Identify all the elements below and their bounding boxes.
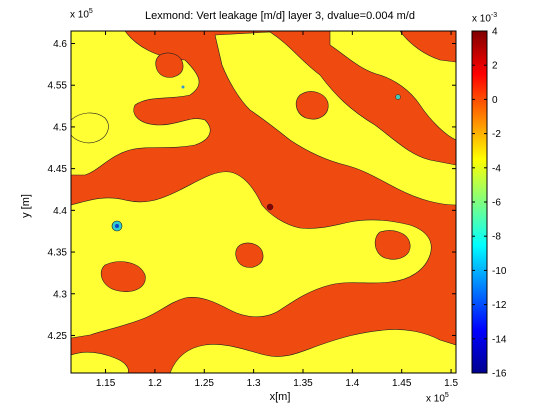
- y-tick-label: 4.55: [48, 81, 68, 92]
- colorbar-exponent: x 10-3: [472, 12, 498, 25]
- high-value-spot-center: [266, 203, 274, 211]
- colorbar-tick-label: -8: [492, 232, 501, 243]
- low-value-spot-north: [181, 85, 185, 89]
- colorbar-tick-label: -4: [492, 163, 501, 174]
- yellow-region-northeast: [214, 31, 456, 206]
- colorbar-ticks: 4 2 0 -2 -4 -6 -8 -10 -12 -14 -16: [472, 27, 507, 380]
- y-tick-label: 4.5: [53, 122, 67, 133]
- x-tick-label: 1.15: [96, 378, 116, 389]
- orange-island-4: [235, 242, 264, 268]
- x-axis-ticks: 1.15 1.2 1.25 1.3 1.35 1.4 1.45 1.5: [96, 31, 458, 389]
- x-tick-label: 1.35: [293, 378, 313, 389]
- colorbar-tick-label: -10: [492, 266, 507, 277]
- y-tick-label: 4.25: [48, 331, 68, 342]
- colorbar-tick-label: 2: [492, 61, 498, 72]
- colorbar-tick-label: -12: [492, 300, 507, 311]
- y-tick-label: 4.4: [53, 206, 67, 217]
- x-tick-label: 1.45: [392, 378, 412, 389]
- colorbar-tick-label: 4: [492, 27, 498, 38]
- x-axis-label: x[m]: [269, 391, 291, 403]
- yellow-region-south: [169, 329, 456, 373]
- orange-island-2: [100, 261, 146, 292]
- y-axis-ticks: 4.25 4.3 4.35 4.4 4.45 4.5 4.55 4.6: [48, 39, 456, 342]
- x-tick-label: 1.3: [247, 378, 261, 389]
- yellow-region-southwest: [71, 351, 129, 373]
- low-value-core-west: [115, 224, 119, 228]
- y-tick-label: 4.45: [48, 164, 68, 175]
- plot-frame: [70, 30, 457, 374]
- y-tick-label: 4.3: [53, 289, 67, 300]
- low-value-spot-northeast: [395, 94, 401, 100]
- x-tick-label: 1.2: [148, 378, 162, 389]
- y-tick-label: 4.6: [53, 39, 67, 50]
- orange-island-1: [295, 91, 329, 120]
- x-axis-exponent: x 105: [426, 392, 449, 405]
- x-tick-label: 1.4: [345, 378, 359, 389]
- colorbar-tick-label: -14: [492, 334, 507, 345]
- yellow-region-east-top: [329, 31, 456, 141]
- y-axis-exponent: x 105: [70, 8, 93, 21]
- colorbar-tick-label: -16: [492, 369, 507, 380]
- x-tick-label: 1.5: [444, 378, 458, 389]
- chart-title: Lexmond: Vert leakage [m/d] layer 3, dva…: [145, 10, 415, 22]
- y-tick-label: 4.35: [48, 248, 68, 259]
- colorbar-tick-label: 0: [492, 95, 498, 106]
- orange-island-3: [374, 230, 411, 260]
- colorbar-tick-label: -6: [492, 198, 501, 209]
- colorbar-tick-label: -2: [492, 129, 501, 140]
- orange-island-5: [155, 52, 184, 78]
- yellow-region-west-mid: [71, 112, 109, 144]
- x-tick-label: 1.25: [195, 378, 215, 389]
- heatmap-field: [71, 31, 456, 373]
